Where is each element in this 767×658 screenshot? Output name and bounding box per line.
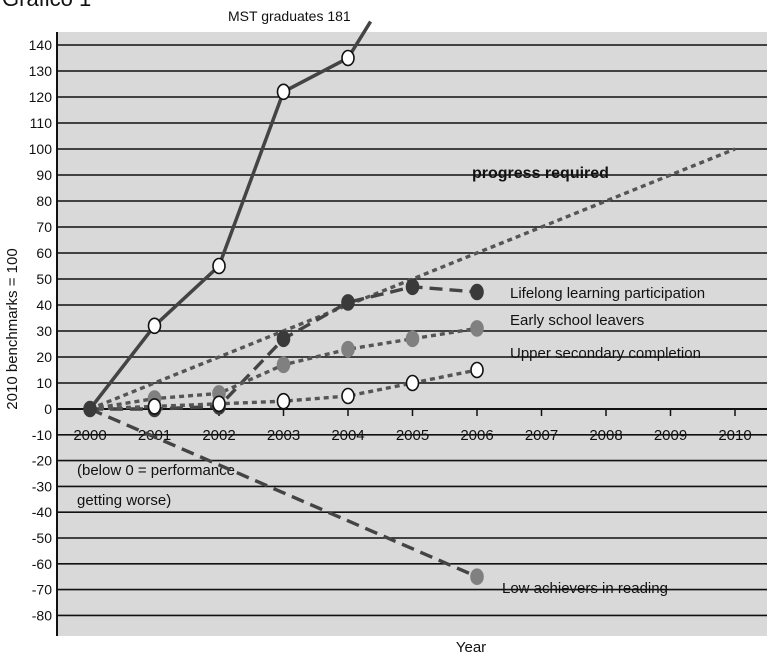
data-point-origin xyxy=(83,400,97,418)
y-tick-label: -30 xyxy=(32,478,52,494)
y-tick-label: 110 xyxy=(30,115,53,131)
series-label: Low achievers in reading xyxy=(502,580,668,597)
x-tick-label: 2007 xyxy=(525,427,558,444)
data-point xyxy=(405,374,420,392)
y-tick-label: 0 xyxy=(44,401,52,417)
data-point xyxy=(405,278,420,296)
data-point xyxy=(276,356,291,374)
x-tick-label: 2008 xyxy=(589,427,622,444)
y-tick-label: 90 xyxy=(36,167,52,183)
series-label: Early school leavers xyxy=(510,312,644,329)
data-point xyxy=(341,387,355,405)
x-tick-label: 2006 xyxy=(460,427,493,444)
data-point xyxy=(341,294,355,311)
y-tick-label: 80 xyxy=(36,193,52,209)
data-point xyxy=(212,257,226,275)
x-tick-label: 2000 xyxy=(73,427,106,444)
x-tick-label: 2004 xyxy=(331,427,364,444)
y-tick-label: 40 xyxy=(36,297,52,313)
y-tick-label: 130 xyxy=(29,63,53,79)
y-tick-label: 60 xyxy=(36,245,52,261)
y-tick-label: -60 xyxy=(32,556,52,572)
data-point xyxy=(341,49,355,67)
x-tick-label: 2009 xyxy=(654,427,687,444)
x-axis-title: Year xyxy=(456,639,486,656)
series-label: Lifelong learning participation xyxy=(510,285,705,302)
y-tick-label: -40 xyxy=(32,504,52,520)
data-point xyxy=(470,283,484,301)
y-tick-label: 100 xyxy=(29,141,53,157)
y-tick-label: 140 xyxy=(29,37,53,53)
y-axis-title: 2010 benchmarks = 100 xyxy=(4,248,21,409)
y-tick-label: -20 xyxy=(32,453,52,469)
y-tick-label: 10 xyxy=(36,375,52,391)
data-point xyxy=(470,320,484,337)
y-tick-label: 120 xyxy=(29,89,53,105)
note-line-1: (below 0 = performance xyxy=(77,462,235,479)
series-label: MST graduates 181 xyxy=(228,8,351,24)
x-tick-label: 2010 xyxy=(718,427,751,444)
data-point xyxy=(147,317,162,335)
data-point xyxy=(147,398,162,415)
y-tick-label: -70 xyxy=(32,582,52,598)
x-tick-label: 2002 xyxy=(202,427,235,444)
series-line xyxy=(89,407,478,579)
chart-heading: Grafico 1 xyxy=(2,0,91,12)
y-tick-label: 70 xyxy=(36,219,52,235)
data-point xyxy=(470,568,484,586)
x-tick-label: 2003 xyxy=(267,427,300,444)
series-line xyxy=(89,147,736,411)
y-tick-label: 30 xyxy=(36,323,52,339)
data-point xyxy=(212,395,226,413)
y-tick-label: -10 xyxy=(32,427,52,443)
data-point xyxy=(276,330,291,348)
data-point xyxy=(276,392,291,410)
x-tick-label: 2005 xyxy=(396,427,429,444)
series-label: progress required xyxy=(472,165,609,182)
y-tick-label: 50 xyxy=(36,271,52,287)
y-tick-label: -50 xyxy=(32,530,52,546)
series-label: Upper secondary completion xyxy=(510,345,701,362)
note-line-2: getting worse) xyxy=(77,492,171,509)
data-point xyxy=(405,330,420,348)
data-point xyxy=(470,361,484,379)
y-tick-label: -80 xyxy=(32,607,52,623)
data-point xyxy=(341,340,355,358)
y-tick-label: 20 xyxy=(36,349,52,365)
data-point xyxy=(276,83,291,101)
